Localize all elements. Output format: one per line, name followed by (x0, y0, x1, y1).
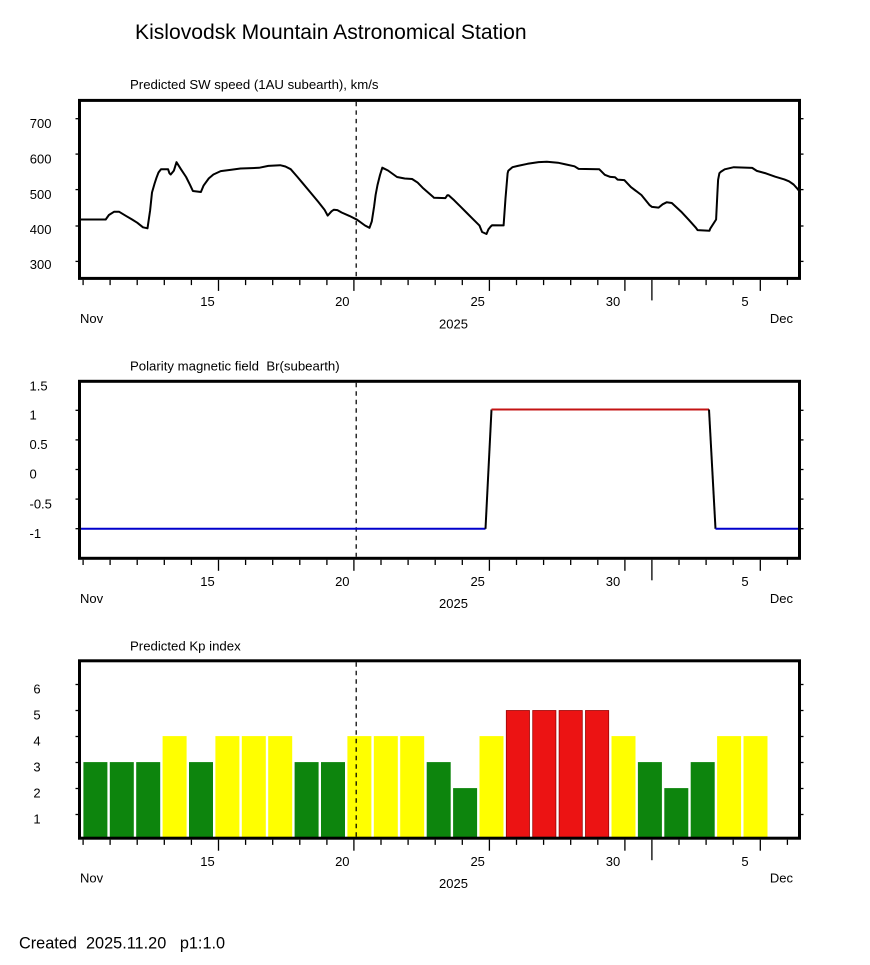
svg-text:0.5: 0.5 (30, 437, 48, 452)
svg-text:-1: -1 (30, 526, 42, 541)
svg-text:2025: 2025 (439, 596, 468, 611)
svg-text:Nov: Nov (80, 311, 104, 326)
svg-text:Nov: Nov (80, 591, 104, 606)
svg-text:Predicted Kp index: Predicted Kp index (130, 639, 241, 654)
svg-text:400: 400 (30, 222, 52, 237)
svg-text:15: 15 (200, 854, 214, 869)
svg-text:25: 25 (470, 854, 484, 869)
svg-text:Dec: Dec (770, 871, 794, 886)
svg-text:-0.5: -0.5 (30, 496, 52, 511)
svg-text:5: 5 (741, 854, 748, 869)
svg-text:2025: 2025 (439, 876, 468, 891)
svg-text:Dec: Dec (770, 591, 794, 606)
svg-text:600: 600 (30, 151, 52, 166)
svg-text:1.5: 1.5 (30, 379, 48, 394)
svg-text:2: 2 (33, 786, 40, 801)
svg-text:500: 500 (30, 187, 52, 202)
svg-text:Dec: Dec (770, 311, 794, 326)
svg-text:0: 0 (30, 467, 37, 482)
svg-text:15: 15 (200, 294, 214, 309)
svg-text:30: 30 (606, 574, 620, 589)
svg-text:5: 5 (741, 294, 748, 309)
svg-text:15: 15 (200, 574, 214, 589)
svg-text:20: 20 (335, 574, 349, 589)
svg-text:Created 2025.11.20 p1:1.0: Created 2025.11.20 p1:1.0 (19, 935, 225, 953)
svg-text:Polarity magnetic field Br(su: Polarity magnetic field Br(subearth) (130, 359, 340, 374)
svg-text:25: 25 (470, 294, 484, 309)
svg-text:5: 5 (741, 574, 748, 589)
svg-text:6: 6 (33, 682, 40, 697)
svg-text:20: 20 (335, 854, 349, 869)
svg-text:700: 700 (30, 116, 52, 131)
svg-text:30: 30 (606, 854, 620, 869)
svg-text:1: 1 (33, 812, 40, 827)
svg-text:4: 4 (33, 734, 40, 749)
svg-text:3: 3 (33, 760, 40, 775)
svg-text:Nov: Nov (80, 871, 104, 886)
svg-text:5: 5 (33, 708, 40, 723)
svg-text:2025: 2025 (439, 316, 468, 331)
svg-text:30: 30 (606, 294, 620, 309)
svg-text:25: 25 (470, 574, 484, 589)
svg-text:20: 20 (335, 294, 349, 309)
svg-text:Kislovodsk Mountain Astronomic: Kislovodsk Mountain Astronomical Station (135, 21, 527, 44)
svg-text:Predicted SW speed (1AU subear: Predicted SW speed (1AU subearth), km/s (130, 77, 379, 92)
svg-text:300: 300 (30, 257, 52, 272)
svg-text:1: 1 (30, 408, 37, 423)
